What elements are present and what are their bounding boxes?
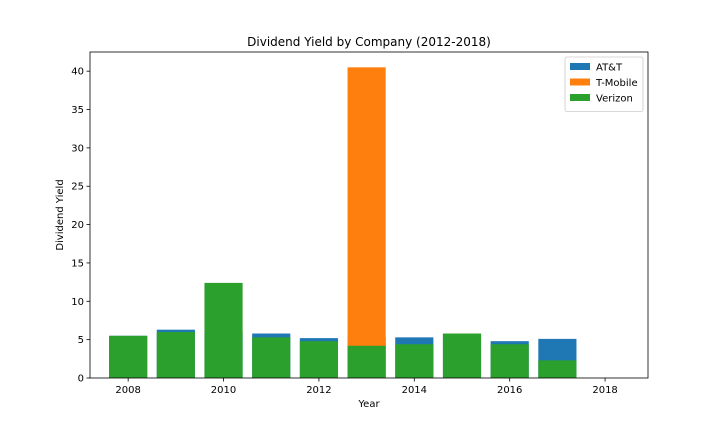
legend-label-verizon: Verizon: [596, 94, 633, 105]
legend: AT&T T-Mobile Verizon: [564, 56, 644, 112]
y-tick-label: 35: [71, 105, 84, 116]
bar-verizon-2014: [395, 344, 434, 378]
x-axis-label: Year: [357, 399, 380, 410]
bar-verizon-2008: [109, 335, 148, 378]
y-tick-label: 5: [78, 335, 84, 346]
bar-verizon-2011: [252, 337, 291, 378]
x-tick-label: 2016: [497, 385, 522, 396]
y-tick-label: 25: [71, 182, 84, 193]
bar-verizon-2012: [299, 341, 338, 378]
chart-title: Dividend Yield by Company (2012-2018): [247, 35, 491, 49]
bar-verizon-2010: [204, 282, 243, 378]
y-axis-label: Dividend Yield: [55, 179, 66, 250]
x-tick-label: 2014: [402, 385, 427, 396]
y-tick-label: 15: [71, 258, 84, 269]
y-tick-label: 10: [71, 297, 84, 308]
legend-swatch-verizon: [570, 94, 590, 101]
legend-swatch-t-mobile: [570, 78, 590, 86]
bars-layer: [109, 67, 577, 378]
y-tick-label: 0: [78, 374, 84, 385]
legend-swatch-at-t: [570, 63, 590, 70]
x-tick-label: 2012: [306, 385, 331, 396]
x-tick-label: 2008: [115, 385, 140, 396]
bar-verizon-2009: [156, 331, 195, 378]
bar-verizon-2017: [538, 360, 577, 378]
bar-verizon-2015: [442, 333, 482, 378]
plot-frame: [89, 51, 649, 379]
bar-verizon-2013: [347, 345, 386, 378]
y-tick-label: 30: [71, 143, 84, 154]
y-tick-label: 20: [71, 220, 84, 231]
bar-t-mobile-2013: [347, 67, 386, 378]
legend-label-t-mobile: T-Mobile: [595, 78, 638, 89]
y-tick-label: 40: [71, 67, 84, 78]
axes-layer: 2008 2010 2012 2014 2016 2018 0 5 10 15 20 25 30 35 40: [71, 51, 649, 396]
bar-verizon-2016: [490, 344, 529, 378]
x-tick-label: 2010: [211, 385, 236, 396]
x-tick-label: 2018: [592, 385, 617, 396]
legend-label-at-t: AT&T: [596, 63, 623, 74]
